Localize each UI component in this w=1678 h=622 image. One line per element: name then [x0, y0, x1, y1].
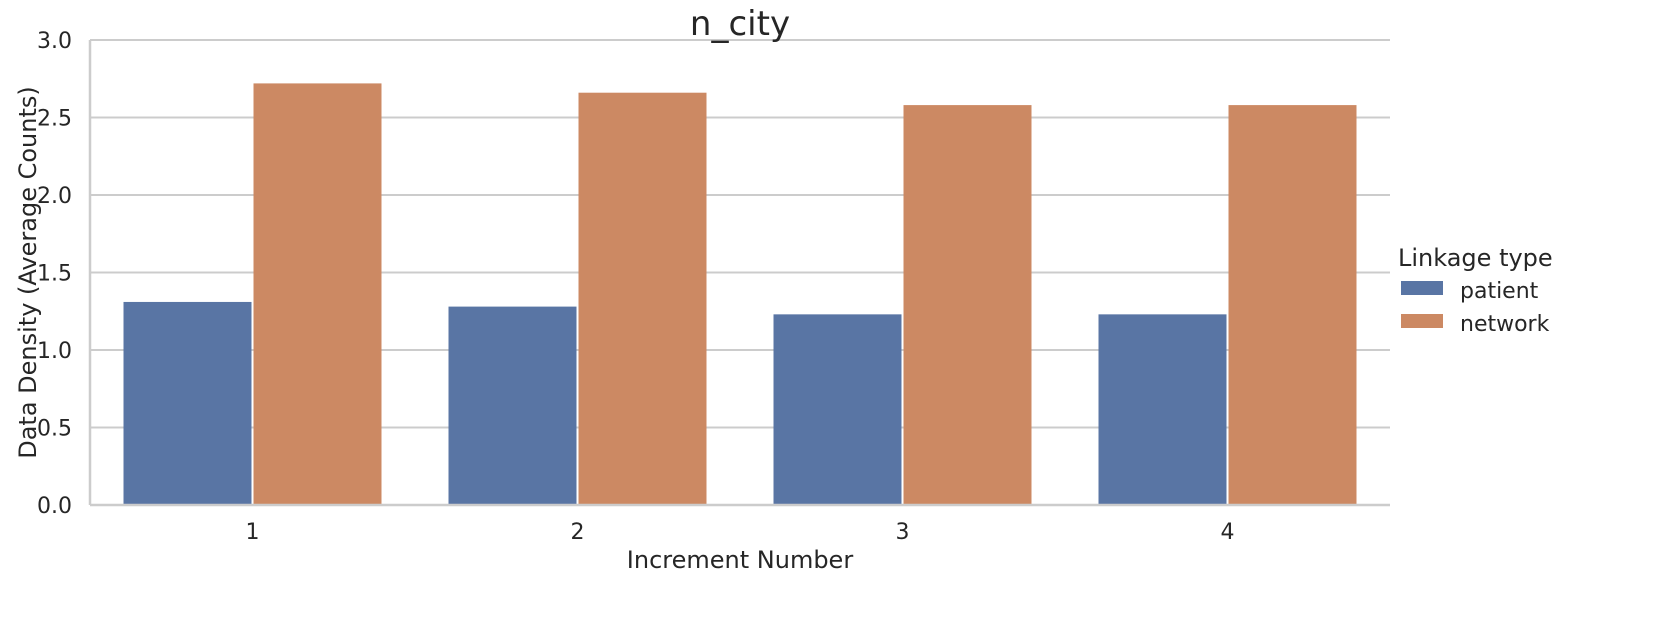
x-tick-label: 1 [246, 520, 260, 545]
chart-title: n_city [690, 4, 790, 44]
bar-network-2 [578, 92, 707, 505]
x-tick-label: 4 [1221, 520, 1235, 545]
bar-network-3 [903, 105, 1032, 505]
bar-patient-4 [1098, 314, 1227, 505]
legend-items: patient network [1401, 279, 1550, 337]
x-tick-label: 3 [896, 520, 910, 545]
bar-patient-1 [123, 301, 252, 505]
x-tick-labels: 1 2 3 4 [246, 520, 1235, 545]
bar-patient-3 [773, 314, 902, 505]
legend-title: Linkage type [1398, 244, 1553, 272]
x-tick-label: 2 [571, 520, 585, 545]
y-tick-label: 2.5 [37, 107, 72, 132]
y-tick-label: 0.0 [37, 494, 72, 519]
axes [88, 40, 1390, 507]
legend-label-network: network [1460, 312, 1550, 337]
legend-label-patient: patient [1460, 279, 1539, 304]
y-tick-labels: 0.0 0.5 1.0 1.5 2.0 2.5 3.0 [37, 29, 72, 519]
bar-network-1 [253, 83, 382, 506]
x-axis-title: Increment Number [627, 546, 854, 574]
legend-swatch-patient [1401, 281, 1443, 295]
y-tick-label: 1.0 [37, 339, 72, 364]
y-tick-label: 2.0 [37, 184, 72, 209]
bar-patient-2 [448, 306, 577, 505]
legend-swatch-network [1401, 314, 1443, 328]
bars [123, 83, 1357, 506]
bar-network-4 [1228, 105, 1357, 505]
y-tick-label: 3.0 [37, 29, 72, 54]
y-axis-title: Data Density (Average Counts) [14, 86, 42, 459]
legend: Linkage type patient network [1398, 244, 1553, 337]
y-tick-label: 1.5 [37, 262, 72, 287]
y-tick-label: 0.5 [37, 417, 72, 442]
